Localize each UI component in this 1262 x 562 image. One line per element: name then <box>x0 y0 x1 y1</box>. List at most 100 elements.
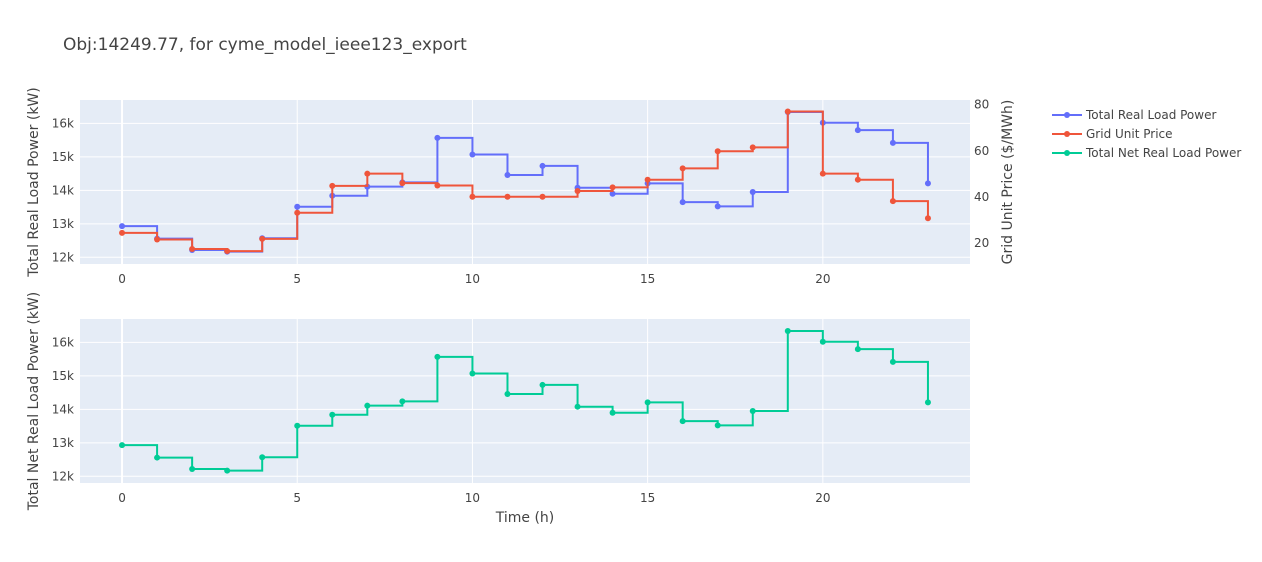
data-point <box>469 370 476 377</box>
legend-label: Total Net Real Load Power <box>1085 146 1241 160</box>
data-point <box>294 209 301 216</box>
data-point <box>329 411 336 418</box>
y-tick-label: 16k <box>52 335 74 349</box>
x-tick-label: 15 <box>640 491 655 505</box>
data-point <box>399 180 406 187</box>
data-point <box>924 180 931 187</box>
data-point <box>749 408 756 415</box>
data-point <box>224 467 231 474</box>
y-tick-label: 14k <box>52 402 74 416</box>
data-point <box>819 338 826 345</box>
data-point <box>784 328 791 335</box>
data-point <box>609 190 616 197</box>
legend-swatch-marker <box>1064 131 1070 137</box>
data-point <box>399 398 406 405</box>
data-point <box>539 193 546 200</box>
data-point <box>644 176 651 183</box>
data-point <box>749 144 756 151</box>
bottom-gridlines <box>80 319 970 483</box>
top-y-tick-labels: 12k 13k 14k 15k 16k <box>52 116 74 264</box>
data-point <box>224 248 231 255</box>
y-tick-label: 12k <box>52 469 74 483</box>
data-point <box>574 188 581 195</box>
y2-tick-label: 20 <box>974 236 989 250</box>
data-point <box>329 182 336 189</box>
data-point <box>154 454 161 461</box>
data-point <box>924 215 931 222</box>
legend-label: Grid Unit Price <box>1086 127 1173 141</box>
y2-tick-label: 60 <box>974 144 989 158</box>
top-y2-axis-title: Grid Unit Price ($/MWh) <box>1000 100 1016 265</box>
x-tick-label: 0 <box>118 491 126 505</box>
y2-tick-label: 40 <box>974 190 989 204</box>
data-point <box>294 422 301 429</box>
data-point <box>119 223 126 230</box>
y-tick-label: 15k <box>52 369 74 383</box>
data-point <box>924 399 931 406</box>
data-point <box>714 148 721 155</box>
x-tick-label: 20 <box>815 272 830 286</box>
top-y2-tick-labels: 20 40 60 80 <box>974 98 989 251</box>
data-point <box>574 403 581 410</box>
bottom-x-tick-labels: 0 5 10 15 20 <box>118 491 830 505</box>
bottom-y-axis-title: Total Net Real Load Power (kW) <box>26 292 42 512</box>
data-point <box>119 229 126 236</box>
y-tick-label: 15k <box>52 150 74 164</box>
legend-label: Total Real Load Power <box>1085 108 1216 122</box>
series-grid-unit-price <box>119 108 931 255</box>
top-plot-background <box>80 100 970 264</box>
data-point <box>714 203 721 210</box>
data-point <box>539 381 546 388</box>
data-point <box>644 399 651 406</box>
legend-swatch-marker <box>1064 112 1070 118</box>
chart-title: Obj:14249.77, for cyme_model_ieee123_exp… <box>63 35 467 55</box>
data-point <box>434 134 441 141</box>
data-point <box>469 193 476 200</box>
x-tick-label: 5 <box>293 491 301 505</box>
x-tick-label: 10 <box>465 272 480 286</box>
data-point <box>434 353 441 360</box>
data-point <box>749 189 756 196</box>
y2-tick-label: 80 <box>974 98 989 112</box>
data-point <box>889 198 896 205</box>
legend-item: Grid Unit Price <box>1052 127 1173 141</box>
top-y-axis-title: Total Real Load Power (kW) <box>26 87 42 277</box>
legend-item: Total Real Load Power <box>1052 108 1216 122</box>
data-point <box>504 390 511 397</box>
data-point <box>609 409 616 416</box>
legend-swatch-marker <box>1064 150 1070 156</box>
y-tick-label: 13k <box>52 436 74 450</box>
bottom-subplot: 0 5 10 15 20 12k 13k 14k 15k 16k Total Net Real … <box>26 292 970 526</box>
series-step-line <box>122 330 929 472</box>
data-point <box>854 346 861 353</box>
data-point <box>189 465 196 472</box>
data-point <box>504 193 511 200</box>
data-point <box>434 182 441 189</box>
bottom-series <box>119 328 931 474</box>
x-tick-label: 20 <box>815 491 830 505</box>
data-point <box>714 422 721 429</box>
x-tick-label: 10 <box>465 491 480 505</box>
data-point <box>259 235 266 242</box>
bottom-plot-background <box>80 319 970 483</box>
data-point <box>364 170 371 177</box>
x-tick-label: 0 <box>118 272 126 286</box>
x-tick-label: 5 <box>293 272 301 286</box>
legend-item: Total Net Real Load Power <box>1052 146 1241 160</box>
y-tick-label: 16k <box>52 116 74 130</box>
y-tick-label: 13k <box>52 217 74 231</box>
data-point <box>854 176 861 183</box>
data-point <box>854 127 861 134</box>
data-point <box>889 358 896 365</box>
data-point <box>889 139 896 146</box>
bottom-x-axis-title: Time (h) <box>495 510 555 526</box>
data-point <box>364 402 371 409</box>
series-total-net-real-load-power <box>119 328 931 474</box>
data-point <box>154 236 161 243</box>
data-point <box>119 442 126 449</box>
data-point <box>294 203 301 210</box>
data-point <box>189 245 196 252</box>
top-x-tick-labels: 0 5 10 15 20 <box>118 272 830 286</box>
top-series <box>119 108 931 255</box>
